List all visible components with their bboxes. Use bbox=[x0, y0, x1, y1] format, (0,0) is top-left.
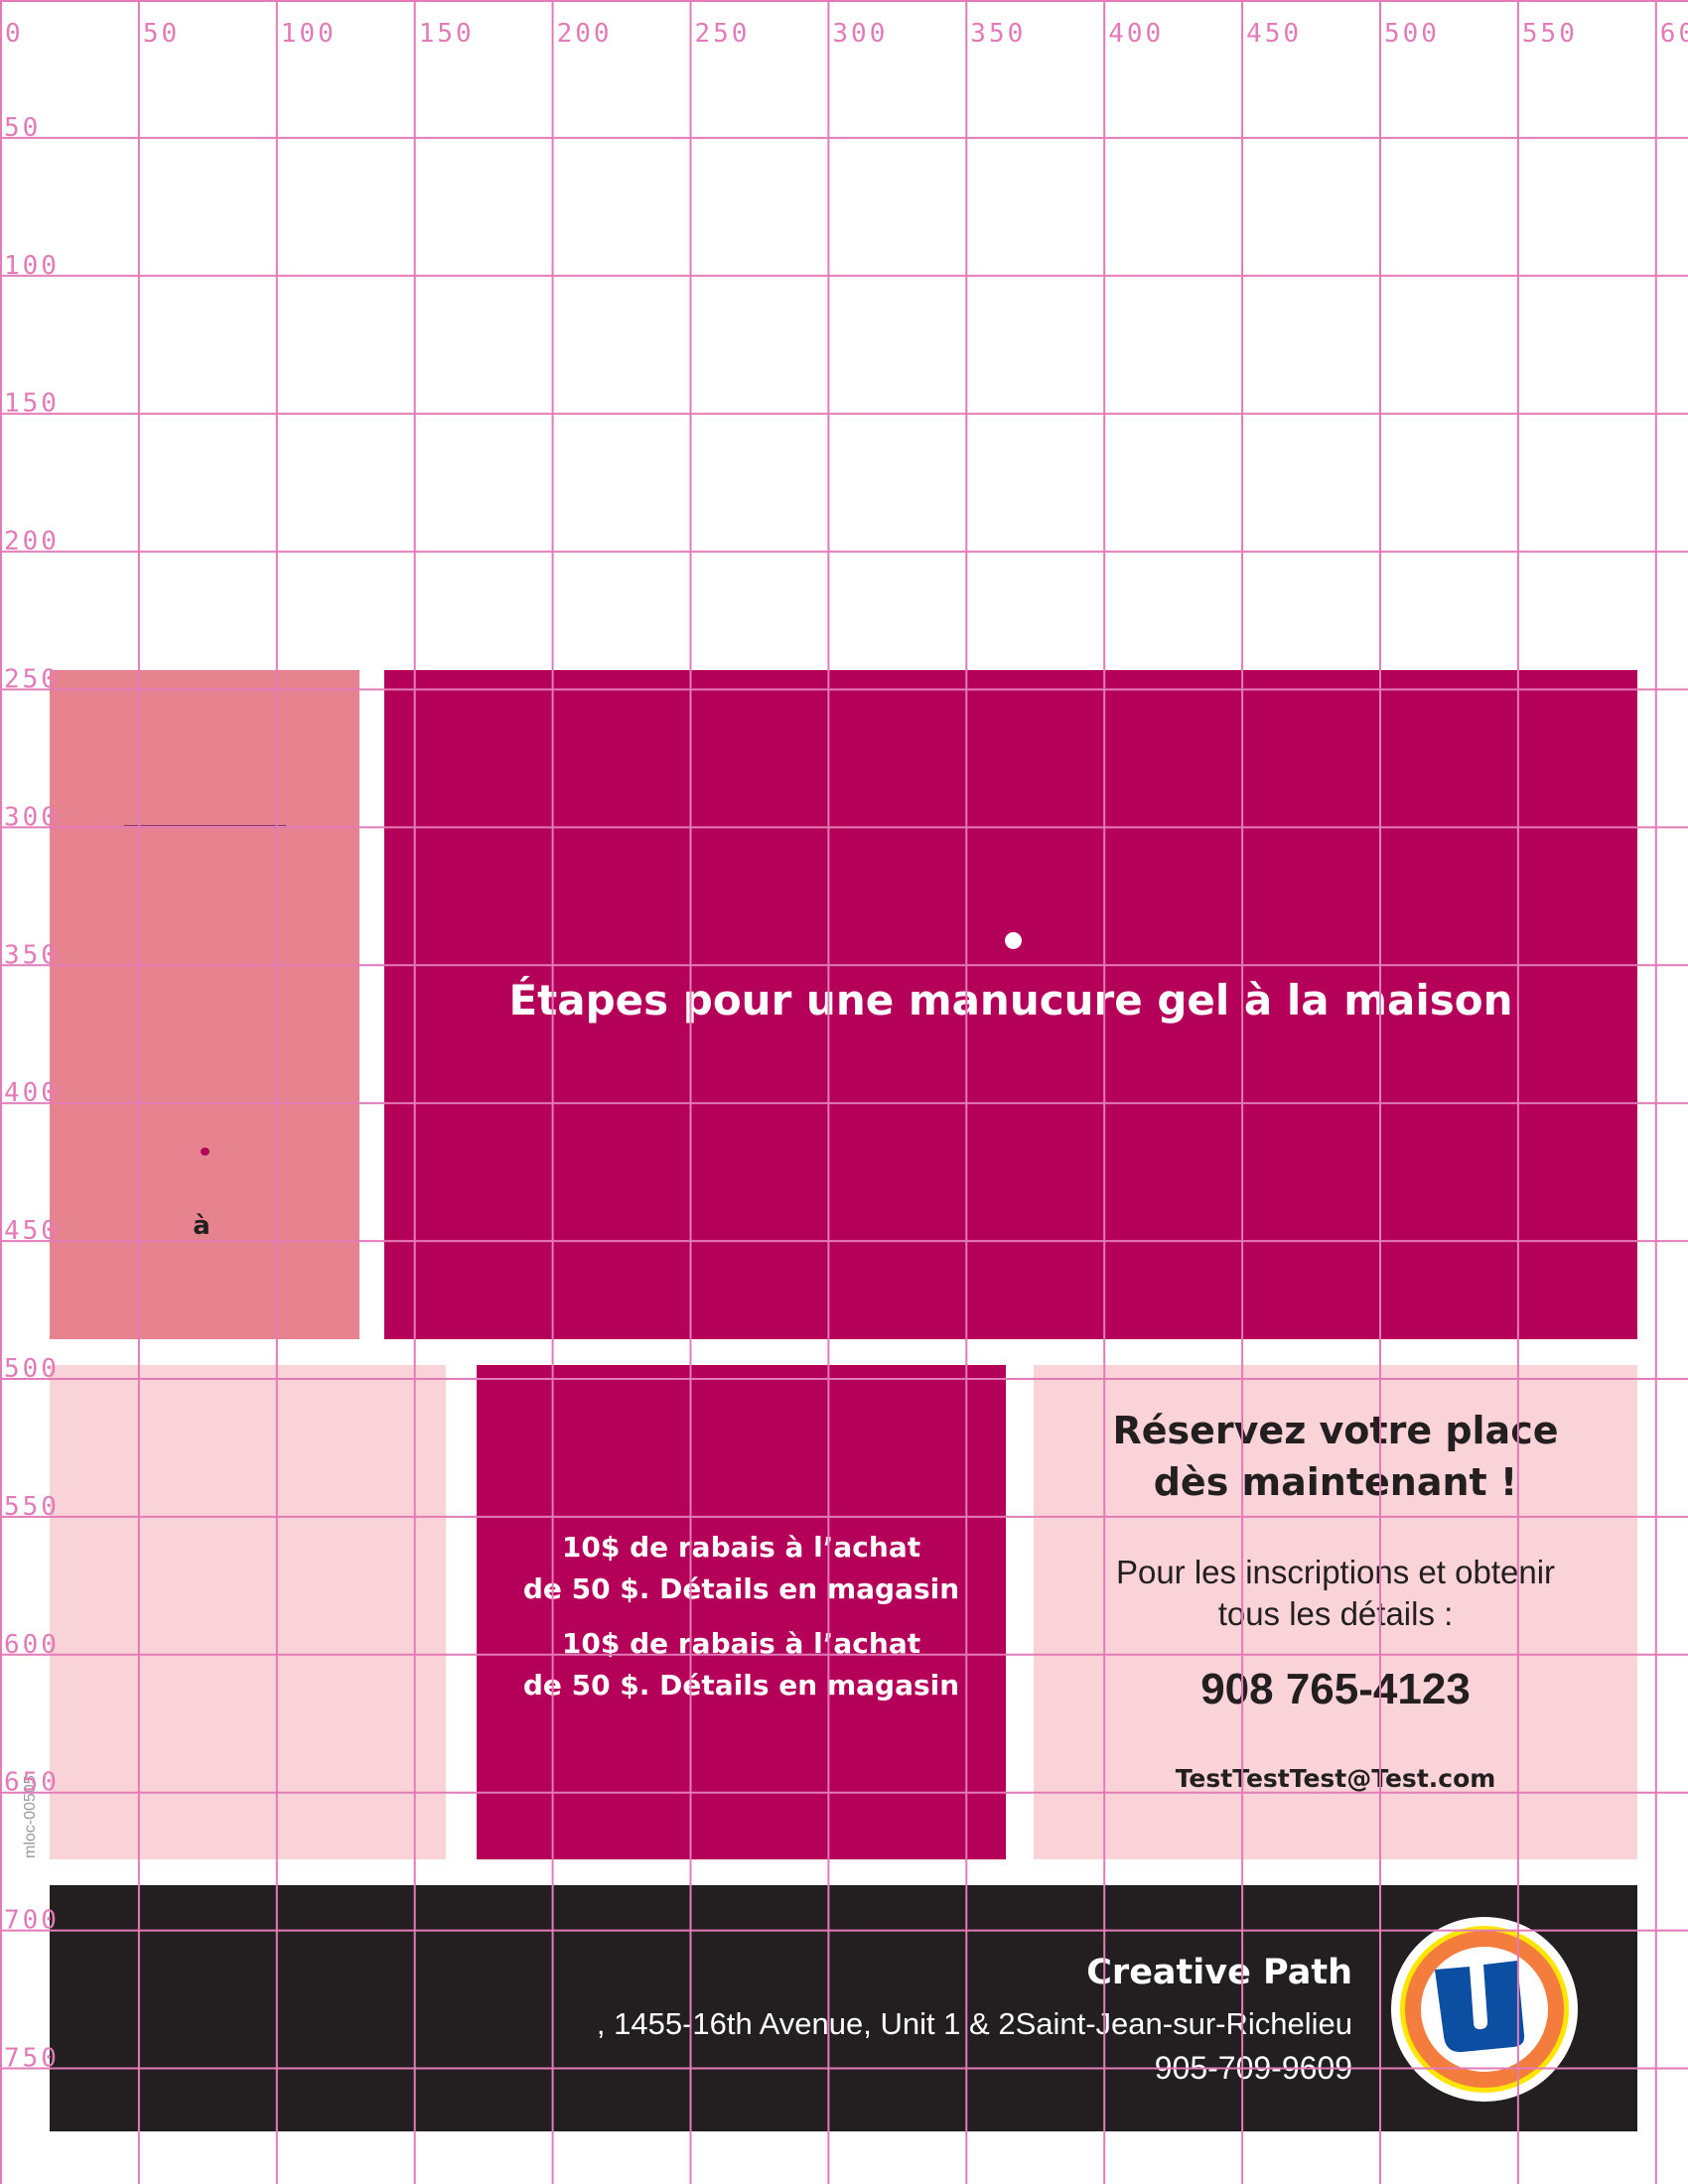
promo-line: de 50 $. Détails en magasin bbox=[522, 1572, 960, 1605]
grid-label-x: 60 bbox=[1660, 19, 1688, 49]
hero-title: Étapes pour une manucure gel à la maison bbox=[508, 976, 1513, 1024]
divider-line bbox=[124, 825, 286, 826]
grid-label-x: 500 bbox=[1384, 19, 1440, 49]
grid-label-x: 400 bbox=[1108, 19, 1164, 49]
grid-label-x: 300 bbox=[832, 19, 888, 49]
reserve-phone[interactable]: 908 765-4123 bbox=[1200, 1665, 1471, 1713]
grid-label-x: 200 bbox=[557, 19, 613, 49]
store-address: , 1455-16th Avenue, Unit 1 & 2Saint-Jean… bbox=[596, 2006, 1352, 2041]
document-code: mloc-00505 bbox=[22, 1775, 39, 1858]
grid-label-x: 450 bbox=[1246, 19, 1302, 49]
bullet-dot bbox=[201, 1148, 210, 1156]
accent-char: à bbox=[193, 1211, 211, 1241]
store-name: Creative Path bbox=[1086, 1953, 1352, 1992]
bullet-dot bbox=[1005, 932, 1022, 949]
grid-label-y: 150 bbox=[4, 389, 60, 419]
grid-label-x: 50 bbox=[143, 19, 180, 49]
reserve-info: Pour les inscriptions et obtenir bbox=[1115, 1554, 1556, 1590]
store-phone: 905-709-9609 bbox=[1154, 2050, 1352, 2086]
promo-panel: 10$ de rabais à l’achat de 50 $. Détails… bbox=[477, 1365, 1006, 1859]
grid-label-y: 50 bbox=[4, 113, 41, 143]
hero-panel: Étapes pour une manucure gel à la maison bbox=[384, 670, 1637, 1339]
grid-label-x: 250 bbox=[695, 19, 751, 49]
grid-label-y: 100 bbox=[4, 251, 60, 281]
promo-line: 10$ de rabais à l’achat bbox=[561, 1627, 921, 1660]
reserve-email[interactable]: TestTestTest@Test.com bbox=[1175, 1764, 1496, 1793]
reserve-heading: Réservez votre place bbox=[1112, 1409, 1559, 1452]
grid-label-x: 150 bbox=[419, 19, 475, 49]
grid-label-x: 550 bbox=[1522, 19, 1578, 49]
grid-label-x: 100 bbox=[281, 19, 337, 49]
reserve-heading: dès maintenant ! bbox=[1153, 1460, 1518, 1504]
promo-line: 10$ de rabais à l’achat bbox=[561, 1531, 921, 1564]
reserve-panel: Réservez votre place dès maintenant ! Po… bbox=[1034, 1365, 1637, 1859]
side-panel: à bbox=[50, 670, 359, 1339]
image-placeholder-panel bbox=[50, 1365, 446, 1859]
grid-label-x: 0 bbox=[5, 19, 24, 49]
promo-line: de 50 $. Détails en magasin bbox=[522, 1669, 960, 1702]
reserve-info: tous les détails : bbox=[1217, 1595, 1454, 1632]
footer-bar: Creative Path , 1455-16th Avenue, Unit 1… bbox=[50, 1885, 1637, 2131]
grid-label-y: 200 bbox=[4, 527, 60, 557]
grid-label-x: 350 bbox=[970, 19, 1026, 49]
uniprix-logo-icon bbox=[1391, 1917, 1578, 2102]
